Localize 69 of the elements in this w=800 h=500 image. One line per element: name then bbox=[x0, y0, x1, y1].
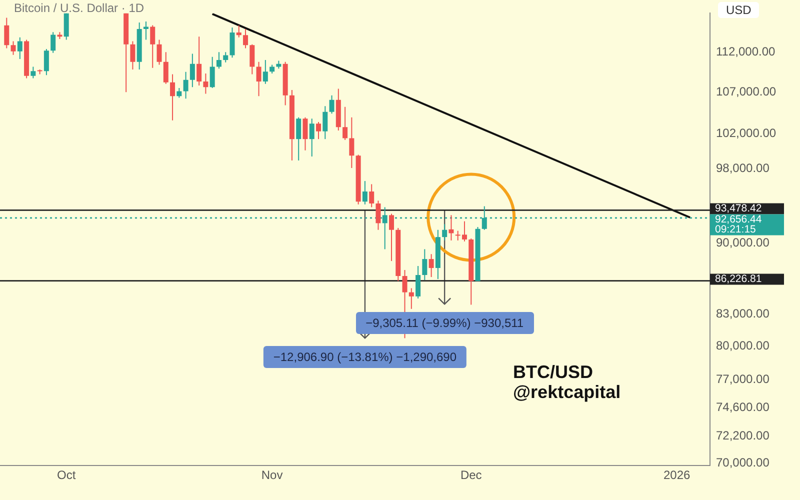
candlestick bbox=[349, 116, 354, 168]
candlestick bbox=[230, 27, 235, 58]
y-tick-label: 70,000.00 bbox=[716, 455, 770, 470]
annotation: −12,906.90 (−13.81%) −1,290,690 bbox=[263, 346, 467, 368]
annotation: @rektcapital bbox=[513, 382, 621, 403]
candlestick bbox=[176, 87, 182, 98]
candlestick bbox=[130, 40, 136, 70]
candlestick bbox=[322, 106, 328, 140]
candlestick bbox=[448, 214, 454, 241]
candlestick bbox=[143, 20, 148, 40]
ref-line-label: 93,478.42 bbox=[715, 202, 762, 215]
candlestick bbox=[342, 106, 348, 140]
y-tick-label: 102,000.00 bbox=[716, 126, 776, 140]
candlestick bbox=[223, 52, 228, 63]
candlestick bbox=[250, 44, 255, 75]
x-tick-label: 2026 bbox=[663, 468, 690, 482]
candlestick bbox=[203, 72, 208, 94]
y-tick-label: 77,000.00 bbox=[716, 372, 770, 386]
candlestick bbox=[256, 61, 262, 97]
y-tick-label: 83,000.00 bbox=[716, 306, 770, 320]
candlestick bbox=[309, 118, 314, 157]
candlestick bbox=[362, 180, 368, 205]
candlestick bbox=[44, 48, 49, 76]
candlestick bbox=[416, 265, 421, 299]
y-tick-label: 72,200.00 bbox=[716, 428, 770, 442]
candlestick bbox=[408, 288, 414, 310]
ref-line-label: 92,656.44 09:21:15 bbox=[715, 214, 762, 236]
y-tick-label: 74,600.00 bbox=[716, 400, 770, 414]
candlestick bbox=[296, 116, 302, 161]
candlestick bbox=[329, 94, 334, 114]
candlestick bbox=[216, 52, 222, 70]
candlestick bbox=[50, 32, 56, 54]
candlestick bbox=[150, 24, 156, 68]
candlestick bbox=[4, 17, 10, 49]
y-tick-label: 107,000.00 bbox=[716, 84, 776, 98]
candlestick bbox=[316, 121, 322, 140]
candlestick bbox=[210, 56, 215, 88]
candlestick bbox=[369, 184, 374, 208]
candlestick bbox=[163, 52, 168, 84]
x-tick-label: Oct bbox=[57, 468, 76, 482]
candlestick bbox=[243, 28, 248, 49]
candlestick bbox=[428, 254, 434, 278]
candlestick bbox=[262, 59, 268, 84]
chart-title: Bitcoin / U.S. Dollar · 1D bbox=[14, 1, 144, 15]
candlestick bbox=[388, 213, 394, 262]
candlestick bbox=[30, 66, 36, 79]
candlestick bbox=[64, 13, 69, 40]
candlestick bbox=[10, 40, 16, 56]
annotation: BTC/USD bbox=[513, 362, 593, 383]
x-tick-label: Nov bbox=[261, 468, 283, 482]
y-tick-label: 90,000.00 bbox=[716, 236, 770, 250]
y-tick-label: 80,000.00 bbox=[716, 338, 770, 353]
candlestick bbox=[442, 224, 448, 241]
candlestick bbox=[422, 248, 428, 281]
candlestick bbox=[183, 71, 188, 100]
candlestick bbox=[190, 53, 195, 88]
candlestick bbox=[376, 200, 381, 230]
candlestick bbox=[302, 116, 308, 151]
candlestick bbox=[170, 74, 176, 121]
candlestick bbox=[17, 36, 22, 60]
y-tick-label: 98,000.00 bbox=[716, 161, 770, 176]
y-tick-label: 112,000.00 bbox=[716, 44, 776, 58]
candlestick bbox=[156, 39, 162, 66]
ref-line-label: 86,226.81 bbox=[715, 273, 762, 286]
annotation: −9,305.11 (−9.99%) −930,511 bbox=[356, 312, 534, 334]
candlestick bbox=[196, 36, 202, 86]
text: USD bbox=[718, 2, 760, 18]
candlestick bbox=[236, 24, 242, 38]
x-tick-label: Dec bbox=[460, 468, 482, 482]
